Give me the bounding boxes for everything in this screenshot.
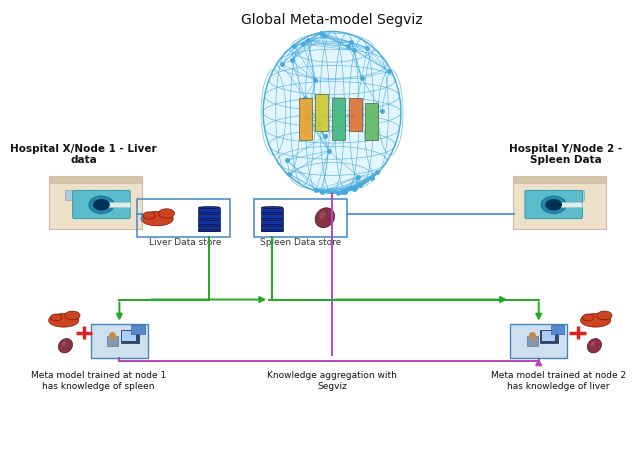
FancyBboxPatch shape <box>513 176 606 229</box>
Ellipse shape <box>261 225 283 226</box>
Text: Knowledge aggregation with
Segviz: Knowledge aggregation with Segviz <box>267 371 397 391</box>
FancyBboxPatch shape <box>550 325 564 334</box>
FancyBboxPatch shape <box>73 191 130 219</box>
FancyBboxPatch shape <box>97 202 129 207</box>
FancyBboxPatch shape <box>261 213 283 219</box>
Ellipse shape <box>141 212 173 226</box>
FancyBboxPatch shape <box>108 336 118 346</box>
FancyBboxPatch shape <box>530 190 541 200</box>
Text: Meta model trained at node 1
has knowledge of spleen: Meta model trained at node 1 has knowled… <box>31 371 166 391</box>
FancyBboxPatch shape <box>122 332 136 341</box>
FancyBboxPatch shape <box>349 99 362 131</box>
FancyBboxPatch shape <box>198 213 220 219</box>
Ellipse shape <box>319 211 326 219</box>
Ellipse shape <box>198 206 220 208</box>
Text: Spleen Data store: Spleen Data store <box>260 238 342 247</box>
FancyBboxPatch shape <box>261 226 283 231</box>
FancyBboxPatch shape <box>198 219 220 225</box>
FancyBboxPatch shape <box>510 324 568 358</box>
Ellipse shape <box>143 212 155 219</box>
FancyBboxPatch shape <box>513 176 606 183</box>
FancyBboxPatch shape <box>91 324 148 358</box>
Ellipse shape <box>541 196 566 213</box>
Ellipse shape <box>93 199 110 211</box>
Ellipse shape <box>49 313 79 327</box>
Ellipse shape <box>545 199 562 211</box>
Ellipse shape <box>198 225 220 226</box>
Ellipse shape <box>261 230 283 232</box>
FancyBboxPatch shape <box>541 332 556 341</box>
FancyBboxPatch shape <box>527 336 538 346</box>
FancyBboxPatch shape <box>198 226 220 231</box>
FancyBboxPatch shape <box>49 176 142 229</box>
Ellipse shape <box>591 341 595 346</box>
Text: Hospital Y/Node 2 -
Spleen Data: Hospital Y/Node 2 - Spleen Data <box>509 144 622 166</box>
Ellipse shape <box>588 339 602 353</box>
Ellipse shape <box>261 213 283 214</box>
Ellipse shape <box>580 313 611 327</box>
Text: Global Meta-model Segviz: Global Meta-model Segviz <box>241 13 423 27</box>
FancyBboxPatch shape <box>316 94 328 131</box>
Ellipse shape <box>315 208 335 227</box>
FancyBboxPatch shape <box>365 103 378 140</box>
FancyBboxPatch shape <box>120 330 139 343</box>
Text: Meta model trained at node 2
has knowledge of liver: Meta model trained at node 2 has knowled… <box>491 371 626 391</box>
FancyBboxPatch shape <box>299 99 312 140</box>
Ellipse shape <box>261 206 283 208</box>
Ellipse shape <box>61 341 66 346</box>
FancyBboxPatch shape <box>540 330 558 343</box>
FancyBboxPatch shape <box>108 190 120 200</box>
Ellipse shape <box>65 311 80 320</box>
FancyBboxPatch shape <box>49 176 142 183</box>
Ellipse shape <box>597 311 612 320</box>
Ellipse shape <box>159 209 175 218</box>
FancyBboxPatch shape <box>261 219 283 225</box>
Ellipse shape <box>89 196 114 213</box>
FancyBboxPatch shape <box>332 99 345 140</box>
Ellipse shape <box>51 314 62 321</box>
FancyBboxPatch shape <box>525 191 582 219</box>
FancyBboxPatch shape <box>131 325 145 334</box>
Ellipse shape <box>582 314 594 321</box>
FancyBboxPatch shape <box>548 190 559 200</box>
Text: Hospital X/Node 1 - Liver
data: Hospital X/Node 1 - Liver data <box>10 144 157 166</box>
FancyBboxPatch shape <box>261 207 283 213</box>
FancyBboxPatch shape <box>549 202 582 207</box>
Text: Liver Data store: Liver Data store <box>149 238 221 247</box>
Ellipse shape <box>198 213 220 214</box>
Ellipse shape <box>198 219 220 220</box>
Ellipse shape <box>198 230 220 232</box>
FancyBboxPatch shape <box>65 190 77 200</box>
Ellipse shape <box>263 32 401 193</box>
Ellipse shape <box>261 219 283 220</box>
FancyBboxPatch shape <box>198 207 220 213</box>
FancyBboxPatch shape <box>83 190 95 200</box>
Ellipse shape <box>58 339 72 353</box>
FancyBboxPatch shape <box>572 190 584 200</box>
